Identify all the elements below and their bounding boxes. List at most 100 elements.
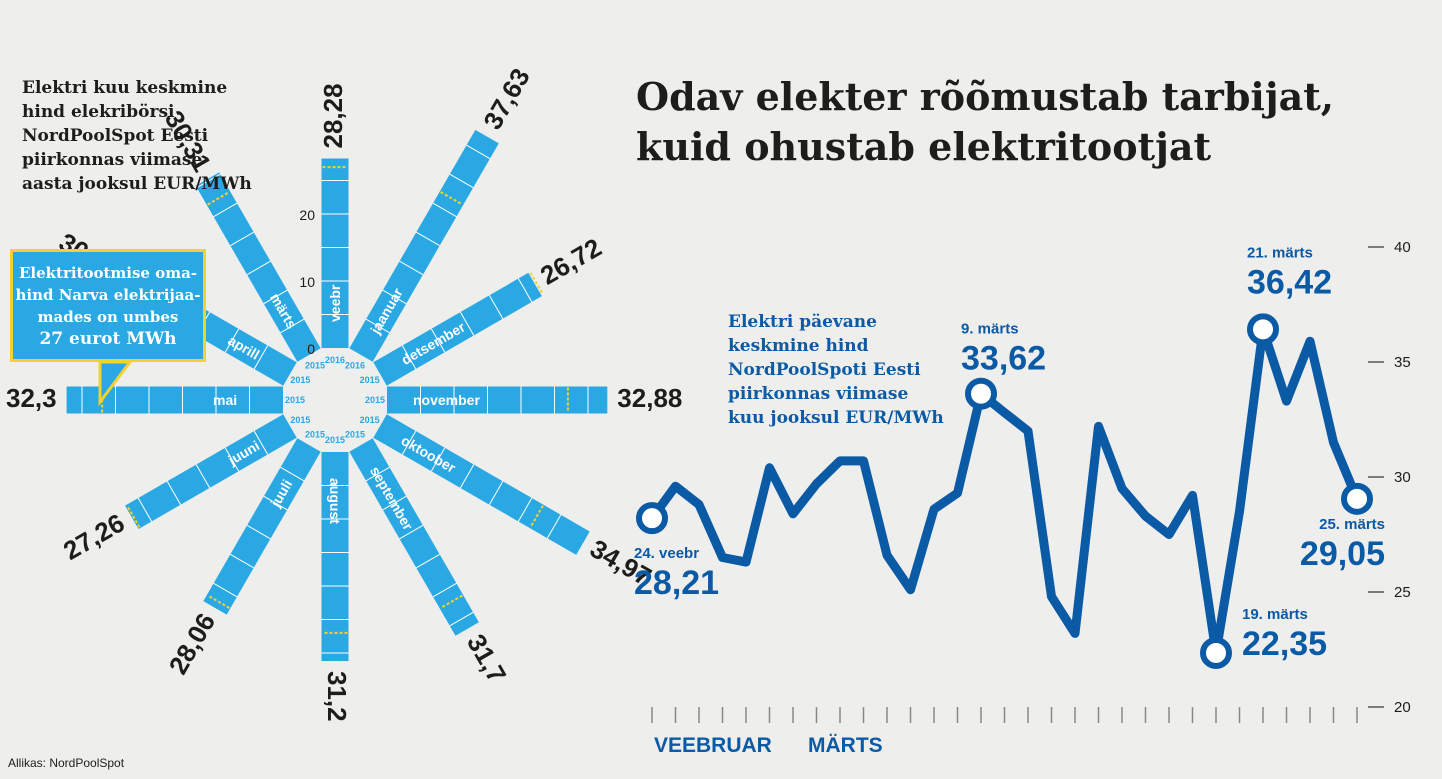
- callout-line-2: hind Narva elektrijaa-: [15, 286, 201, 304]
- headline-line-2: kuid ohustab elektritootjat: [636, 124, 1212, 169]
- month-value-label: 31,2: [322, 671, 352, 722]
- bar-divider: [416, 231, 440, 247]
- radial-description-line-1: Elektri kuu keskmine: [22, 78, 228, 98]
- month-value-label: 28,06: [163, 608, 222, 679]
- radial-axis-tick: 0: [307, 341, 315, 357]
- month-label: august: [327, 478, 343, 524]
- callout-highlight: 27 eurot MWh: [39, 329, 177, 349]
- month-bar: [387, 386, 608, 414]
- cost-threshold-mark: [126, 505, 141, 528]
- x-axis-month-label: VEEBRUAR: [654, 734, 772, 757]
- price-series-line: [647, 324, 1362, 658]
- bar-divider: [401, 430, 417, 455]
- year-label: 2015: [360, 375, 380, 385]
- bar-divider: [399, 260, 424, 276]
- line-description-line-4: piirkonnas viimase: [728, 384, 909, 404]
- radial-description-line-5: aasta jooksul EUR/MWh: [22, 174, 252, 194]
- cost-threshold-mark: [440, 191, 463, 206]
- year-label: 2015: [285, 395, 305, 405]
- production-cost-callout: Elektritootmise oma- hind Narva elektrij…: [10, 249, 206, 362]
- line-description-line-2: keskmine hind: [728, 336, 869, 356]
- year-label: 2015: [305, 430, 325, 440]
- month-bar: [321, 158, 349, 348]
- month-bar: [203, 438, 321, 615]
- year-label: 2015: [290, 375, 310, 385]
- bar-divider: [166, 481, 182, 505]
- callout-line-3: mades on umbes: [37, 308, 179, 326]
- month-bar-group: august: [321, 452, 349, 662]
- month-value-label: 26,72: [535, 232, 606, 291]
- bar-divider: [253, 430, 269, 455]
- year-label: 2016: [345, 360, 365, 370]
- annotation-date: 9. märts: [961, 321, 1019, 338]
- cost-threshold-mark: [207, 594, 230, 609]
- radial-chart-description: Elektri kuu keskmine hind elekribörsi No…: [22, 76, 282, 196]
- month-label: veebr: [327, 284, 343, 322]
- bar-divider: [253, 345, 269, 370]
- headline-line-1: Odav elekter rõõmustab tarbijat,: [636, 74, 1334, 119]
- annotated-point: [636, 502, 668, 535]
- bar-divider: [280, 466, 305, 482]
- month-value-label: 28,28: [318, 83, 348, 148]
- bar-divider: [399, 524, 424, 540]
- bar-divider: [466, 144, 491, 160]
- month-value-label: 37,63: [477, 63, 536, 134]
- month-bar: [373, 272, 542, 386]
- year-label: 2016: [325, 355, 345, 365]
- year-label: 2015: [365, 395, 385, 405]
- year-label: 2015: [345, 430, 365, 440]
- line-description-line-1: Elektri päevane: [728, 312, 877, 332]
- month-bar: [349, 129, 499, 362]
- bar-divider: [488, 481, 504, 505]
- bar-divider: [401, 345, 417, 370]
- bar-divider: [488, 295, 504, 319]
- line-description-line-5: kuu jooksul EUR/MWh: [728, 408, 944, 428]
- bar-divider: [195, 464, 211, 489]
- bar-divider: [224, 328, 240, 353]
- annotation-date: 25. märts: [1319, 516, 1385, 533]
- month-value-label: 27,26: [58, 507, 129, 566]
- annotation-date: 24. veebr: [634, 545, 699, 562]
- bar-divider: [224, 447, 240, 472]
- bar-divider: [365, 466, 390, 482]
- line-chart-description: Elektri päevane keskmine hind NordPoolSp…: [728, 310, 968, 430]
- annotation-value: 29,05: [1300, 535, 1385, 573]
- annotated-point: [1247, 313, 1279, 346]
- cost-threshold-mark: [529, 272, 544, 295]
- bar-divider: [382, 289, 407, 305]
- bar-divider: [230, 553, 254, 569]
- bar-divider: [213, 582, 238, 598]
- annotation-value: 22,35: [1242, 625, 1327, 663]
- radial-axis-tick: 20: [299, 207, 315, 223]
- bar-divider: [546, 514, 562, 539]
- bar-divider: [280, 318, 305, 334]
- annotation-date: 21. märts: [1247, 244, 1313, 261]
- y-axis-label: 30: [1394, 469, 1411, 486]
- bar-divider: [459, 311, 475, 336]
- x-axis-month-label: MÄRTS: [808, 734, 883, 757]
- source-note: Allikas: NordPoolSpot: [8, 756, 125, 770]
- month-bar-group: veebr: [321, 158, 349, 348]
- cost-threshold-mark: [440, 594, 463, 609]
- annotated-point: [1200, 636, 1232, 669]
- bar-divider: [263, 495, 288, 511]
- month-label: november: [413, 392, 480, 408]
- bar-divider: [246, 260, 271, 276]
- month-label: mai: [213, 392, 237, 408]
- year-label: 2015: [360, 415, 380, 425]
- month-bar: [195, 172, 321, 362]
- annotation-date: 19. märts: [1242, 606, 1308, 623]
- bar-divider: [449, 611, 474, 627]
- bar-divider: [196, 173, 221, 189]
- annotation-value: 28,21: [634, 564, 719, 602]
- annotation-value: 33,62: [961, 340, 1046, 378]
- annotated-point: [965, 377, 997, 410]
- y-axis-label: 40: [1394, 239, 1411, 256]
- bar-divider: [459, 464, 475, 489]
- month-value-label: 32,88: [617, 383, 682, 413]
- callout-line-1: Elektritootmise oma-: [18, 264, 198, 282]
- radial-description-line-3: NordPoolSpot Eesti: [22, 126, 209, 146]
- bar-divider: [430, 328, 446, 353]
- annotated-point: [1341, 482, 1373, 515]
- callout-pointer: [98, 360, 133, 407]
